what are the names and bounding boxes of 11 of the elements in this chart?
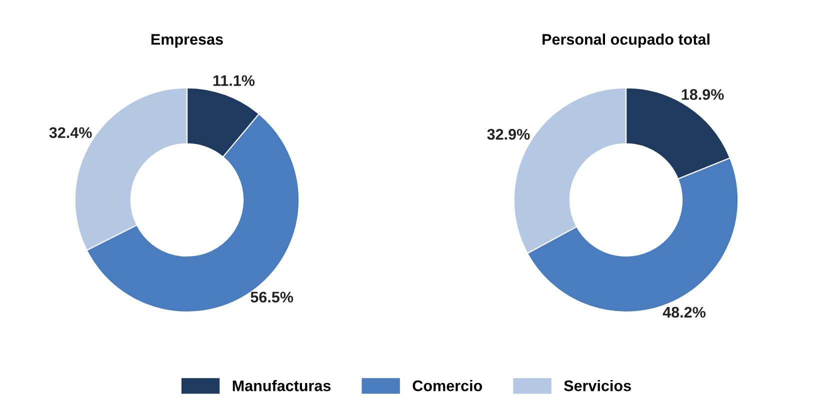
chart-title: Personal ocupado total: [542, 34, 710, 48]
legend-label: Servicios: [564, 380, 631, 392]
legend-label: Manufacturas: [232, 380, 331, 392]
chart-title: Empresas: [151, 34, 223, 48]
data-label: 48.2%: [662, 306, 706, 318]
data-label: 18.9%: [682, 89, 724, 100]
data-label: 11.1%: [213, 75, 255, 86]
data-label: 32.9%: [487, 128, 530, 140]
legend-label: Comercio: [412, 380, 482, 392]
data-label: 32.4%: [49, 127, 92, 138]
data-label: 56.5%: [250, 292, 294, 303]
